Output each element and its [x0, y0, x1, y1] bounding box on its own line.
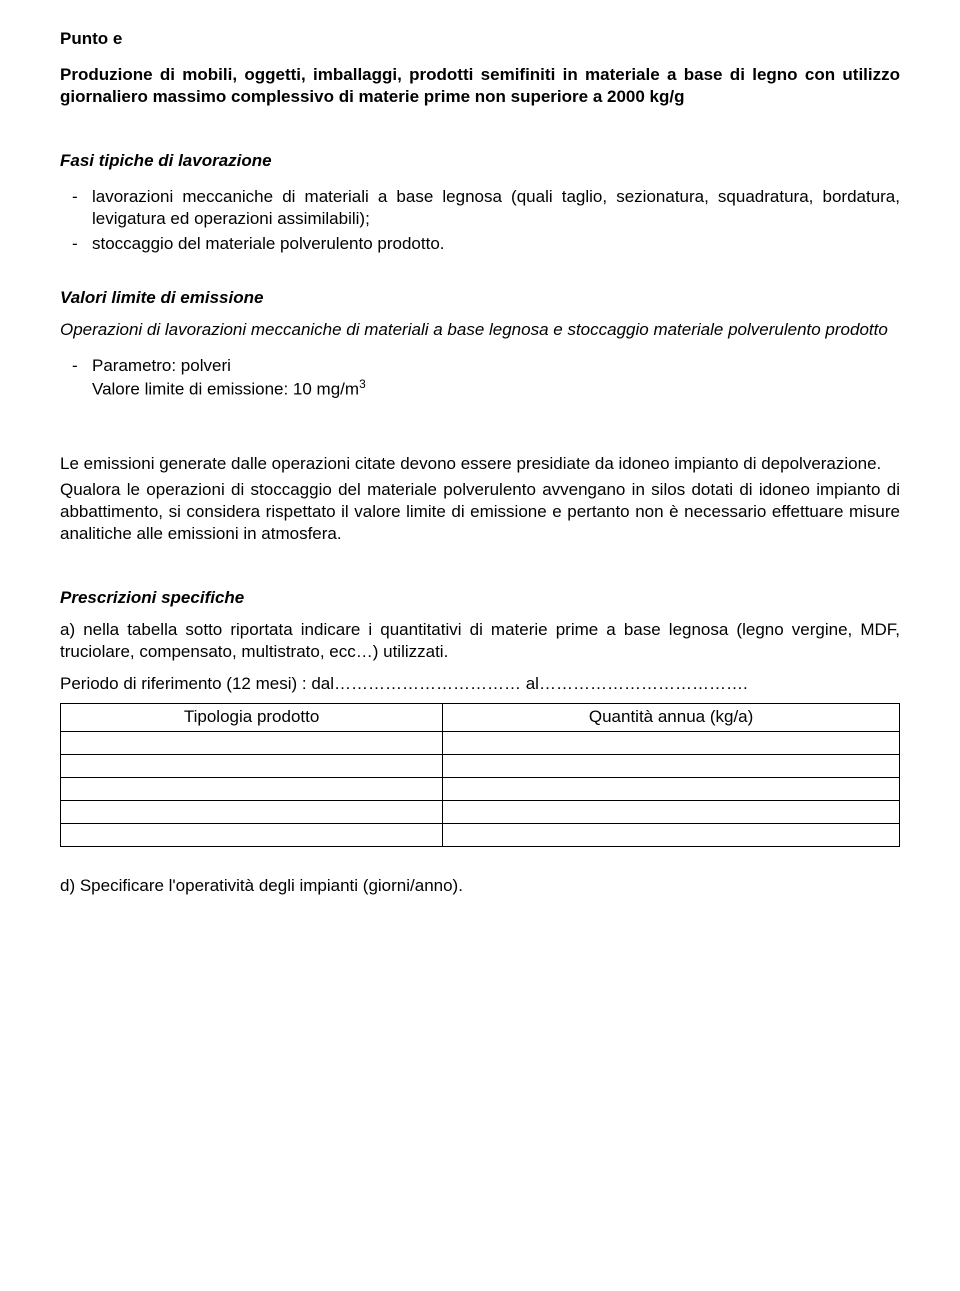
table-cell — [61, 823, 443, 846]
table-row — [61, 800, 900, 823]
list-item-text: lavorazioni meccaniche di materiali a ba… — [92, 186, 900, 230]
valore-limite-line: Valore limite di emissione: 10 mg/m — [92, 380, 359, 399]
table-cell — [443, 777, 900, 800]
table-cell — [443, 823, 900, 846]
table-cell — [61, 731, 443, 754]
emissioni-paragraph-1: Le emissioni generate dalle operazioni c… — [60, 453, 900, 475]
table-cell — [61, 800, 443, 823]
valori-list: - Parametro: polveri Valore limite di em… — [60, 355, 900, 401]
table-row — [61, 823, 900, 846]
superscript: 3 — [359, 377, 366, 391]
table-header-row: Tipologia prodotto Quantità annua (kg/a) — [61, 704, 900, 731]
materie-prime-table: Tipologia prodotto Quantità annua (kg/a) — [60, 703, 900, 846]
fasi-heading: Fasi tipiche di lavorazione — [60, 150, 900, 172]
table-cell — [61, 777, 443, 800]
fasi-list: - lavorazioni meccaniche di materiali a … — [60, 186, 900, 254]
table-row — [61, 754, 900, 777]
table-header-cell: Tipologia prodotto — [61, 704, 443, 731]
table-header-cell: Quantità annua (kg/a) — [443, 704, 900, 731]
list-item-text: Parametro: polveri Valore limite di emis… — [92, 355, 900, 401]
list-item-text: stoccaggio del materiale polverulento pr… — [92, 233, 900, 255]
table-cell — [61, 754, 443, 777]
bullet-dash: - — [60, 233, 92, 255]
table-cell — [443, 800, 900, 823]
table-cell — [443, 754, 900, 777]
list-item: - stoccaggio del materiale polverulento … — [60, 233, 900, 255]
intro-paragraph: Produzione di mobili, oggetti, imballagg… — [60, 64, 900, 108]
emissioni-paragraph-2: Qualora le operazioni di stoccaggio del … — [60, 479, 900, 545]
prescrizione-d: d) Specificare l'operatività degli impia… — [60, 875, 900, 897]
valori-subheading: Operazioni di lavorazioni meccaniche di … — [60, 319, 900, 341]
list-item: - lavorazioni meccaniche di materiali a … — [60, 186, 900, 230]
parametro-line: Parametro: polveri — [92, 356, 231, 375]
prescrizione-a: a) nella tabella sotto riportata indicar… — [60, 619, 900, 663]
prescrizioni-heading: Prescrizioni specifiche — [60, 587, 900, 609]
valori-heading: Valori limite di emissione — [60, 287, 900, 309]
periodo-riferimento: Periodo di riferimento (12 mesi) : dal……… — [60, 673, 900, 695]
bullet-dash: - — [60, 186, 92, 230]
bullet-dash: - — [60, 355, 92, 401]
table-cell — [443, 731, 900, 754]
table-row — [61, 777, 900, 800]
table-row — [61, 731, 900, 754]
page-title: Punto e — [60, 28, 900, 50]
list-item: - Parametro: polveri Valore limite di em… — [60, 355, 900, 401]
